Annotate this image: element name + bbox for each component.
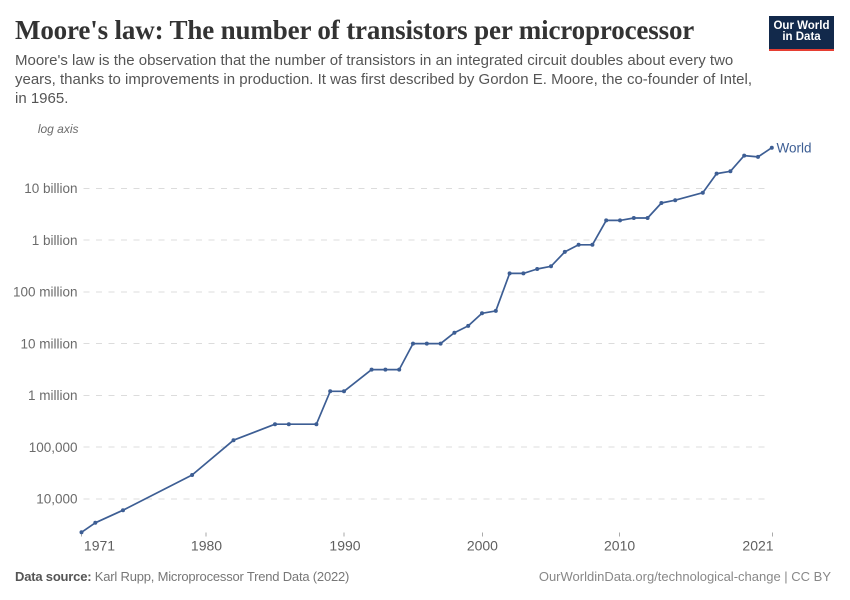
- svg-text:2010: 2010: [604, 538, 635, 554]
- svg-text:1990: 1990: [329, 538, 360, 554]
- svg-text:100 million: 100 million: [13, 285, 78, 300]
- svg-text:2021: 2021: [742, 538, 773, 554]
- svg-text:World: World: [777, 141, 812, 156]
- svg-text:100,000: 100,000: [29, 440, 78, 455]
- svg-text:1980: 1980: [191, 538, 222, 554]
- svg-text:10 billion: 10 billion: [24, 181, 77, 196]
- svg-text:10,000: 10,000: [36, 492, 77, 507]
- svg-text:1971: 1971: [84, 538, 115, 554]
- svg-text:1 billion: 1 billion: [32, 233, 78, 248]
- svg-text:10 million: 10 million: [20, 336, 77, 351]
- svg-text:2000: 2000: [467, 538, 498, 554]
- svg-text:1 million: 1 million: [28, 388, 78, 403]
- svg-text:log axis: log axis: [38, 122, 79, 136]
